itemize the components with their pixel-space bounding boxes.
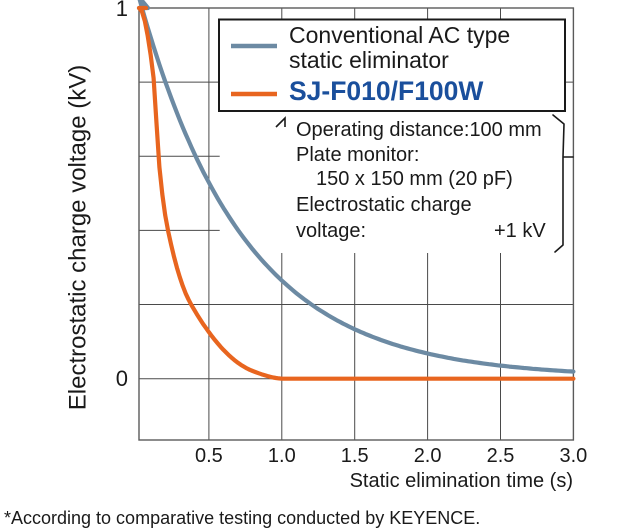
svg-text:2.5: 2.5 [487,445,515,467]
svg-text:Plate monitor:: Plate monitor: [296,144,419,166]
svg-text:SJ-F010/F100W: SJ-F010/F100W [289,76,483,106]
svg-text:static eliminator: static eliminator [289,47,449,73]
svg-text:voltage:: voltage: [296,220,366,242]
svg-text:150 x 150 mm (20 pF): 150 x 150 mm (20 pF) [316,168,513,190]
svg-text:1: 1 [116,0,128,21]
svg-text:1.5: 1.5 [341,445,369,467]
svg-text:0: 0 [116,366,128,391]
svg-text:1.0: 1.0 [268,445,296,467]
svg-text:Electrostatic charge: Electrostatic charge [296,194,472,216]
svg-text:2.0: 2.0 [414,445,442,467]
svg-text:Conventional AC type: Conventional AC type [289,22,510,48]
svg-text:Operating distance:100 mm: Operating distance:100 mm [296,119,542,141]
svg-text:3.0: 3.0 [559,445,587,467]
svg-text:Electrostatic charge voltage (: Electrostatic charge voltage (kV) [65,65,92,410]
svg-text:Static elimination time (s): Static elimination time (s) [350,470,573,492]
svg-text:+1 kV: +1 kV [494,220,546,242]
svg-text:0.5: 0.5 [195,445,223,467]
svg-text:*According to comparative test: *According to comparative testing conduc… [4,508,480,528]
